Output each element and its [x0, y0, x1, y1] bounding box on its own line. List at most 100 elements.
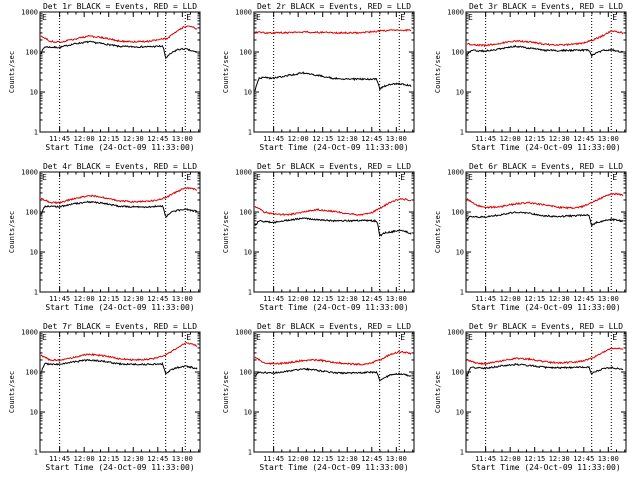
x-tick-label: 13:00 — [598, 295, 619, 303]
x-tick-label: 12:45 — [573, 295, 594, 303]
chart-title: Det 9r BLACK = Events, RED = LLD — [469, 322, 623, 331]
plot-frame — [465, 171, 627, 293]
x-tick-label: 11:45 — [475, 455, 496, 463]
series-events-line — [40, 40, 198, 60]
x-tick-label: 12:30 — [337, 455, 358, 463]
y-axis-label: Counts/sec — [8, 51, 16, 93]
series-events-line — [466, 211, 624, 227]
corner-mark: E — [400, 13, 405, 22]
x-tick-label: 12:00 — [500, 295, 521, 303]
y-tick-label: 100 — [25, 209, 38, 217]
y-tick-label: 1 — [34, 289, 38, 297]
x-tick-label: 12:15 — [524, 455, 545, 463]
x-tick-label: 12:30 — [549, 135, 570, 143]
y-axis-label: Counts/sec — [8, 371, 16, 413]
x-axis-label: Start Time (24-Oct-09 11:33:00) — [471, 143, 620, 152]
y-tick-label: 1 — [34, 129, 38, 137]
series-lld-line — [254, 197, 412, 217]
y-tick-label: 10 — [30, 409, 38, 417]
chart-title: Det 3r BLACK = Events, RED = LLD — [469, 2, 623, 11]
y-tick-label: 10 — [30, 249, 38, 257]
x-axis-label: Start Time (24-Oct-09 11:33:00) — [259, 143, 408, 152]
plot-frame — [465, 331, 627, 453]
x-tick-label: 11:45 — [475, 295, 496, 303]
x-tick-label: 13:00 — [598, 135, 619, 143]
y-tick-label: 10 — [244, 249, 252, 257]
x-tick-label: 13:00 — [172, 135, 193, 143]
corner-mark: E — [612, 333, 617, 342]
y-tick-label: 100 — [451, 369, 464, 377]
corner-mark: E — [256, 333, 261, 342]
x-axis-label: Start Time (24-Oct-09 11:33:00) — [259, 463, 408, 472]
y-tick-label: 10 — [30, 89, 38, 97]
plot-frame — [253, 171, 415, 293]
series-events-line — [466, 44, 624, 58]
series-events-line — [466, 362, 624, 377]
x-tick-label: 12:15 — [98, 455, 119, 463]
x-axis-label: Start Time (24-Oct-09 11:33:00) — [471, 303, 620, 312]
x-tick-label: 12:30 — [337, 135, 358, 143]
y-tick-label: 1000 — [21, 329, 38, 337]
y-tick-label: 100 — [25, 369, 38, 377]
x-tick-label: 11:45 — [475, 135, 496, 143]
x-tick-label: 12:45 — [147, 455, 168, 463]
corner-mark: E — [468, 13, 473, 22]
x-axis-label: Start Time (24-Oct-09 11:33:00) — [45, 303, 194, 312]
x-tick-label: 11:45 — [263, 295, 284, 303]
panel-9: Det 9r BLACK = Events, RED = LLD 1 10 100 10… — [434, 322, 627, 472]
y-axis-label: Counts/sec — [222, 211, 230, 253]
y-axis-label: Counts/sec — [434, 51, 442, 93]
series-events-line — [40, 358, 198, 375]
x-tick-label: 11:45 — [49, 455, 70, 463]
plot-frame — [39, 11, 201, 133]
y-tick-label: 1 — [248, 289, 252, 297]
x-tick-label: 12:15 — [312, 295, 333, 303]
y-tick-label: 10 — [456, 249, 464, 257]
panel-7: Det 7r BLACK = Events, RED = LLD 1 10 100 10… — [8, 322, 201, 472]
corner-mark: E — [468, 173, 473, 182]
chart-title: Det 6r BLACK = Events, RED = LLD — [469, 162, 623, 171]
corner-mark: E — [42, 13, 47, 22]
x-tick-label: 12:15 — [312, 455, 333, 463]
x-tick-label: 12:00 — [74, 295, 95, 303]
corner-mark: E — [186, 13, 191, 22]
y-axis-label: Counts/sec — [434, 211, 442, 253]
x-tick-label: 13:00 — [386, 295, 407, 303]
plot-frame — [465, 11, 627, 133]
x-tick-label: 12:15 — [524, 295, 545, 303]
x-tick-label: 12:30 — [123, 455, 144, 463]
x-tick-label: 12:45 — [361, 135, 382, 143]
x-tick-label: 12:00 — [74, 135, 95, 143]
corner-mark: E — [186, 333, 191, 342]
x-tick-label: 12:30 — [123, 135, 144, 143]
y-tick-label: 1000 — [235, 169, 252, 177]
y-axis-label: Counts/sec — [434, 371, 442, 413]
y-tick-label: 100 — [239, 49, 252, 57]
x-tick-label: 12:15 — [524, 135, 545, 143]
x-tick-label: 11:45 — [263, 135, 284, 143]
x-tick-label: 12:30 — [337, 295, 358, 303]
corner-mark: E — [612, 13, 617, 22]
corner-mark: E — [400, 333, 405, 342]
x-tick-label: 12:00 — [288, 455, 309, 463]
corner-mark: E — [256, 13, 261, 22]
x-tick-label: 12:30 — [123, 295, 144, 303]
x-tick-label: 12:45 — [573, 455, 594, 463]
y-tick-label: 1000 — [21, 9, 38, 17]
y-tick-label: 100 — [451, 49, 464, 57]
panel-2: Det 2r BLACK = Events, RED = LLD 1 10 100 10… — [222, 2, 415, 152]
x-tick-label: 12:00 — [74, 455, 95, 463]
x-tick-label: 12:30 — [549, 295, 570, 303]
corner-mark: E — [468, 333, 473, 342]
series-lld-line — [254, 28, 412, 35]
series-lld-line — [40, 342, 198, 362]
x-tick-label: 12:00 — [288, 295, 309, 303]
panel-5: Det 5r BLACK = Events, RED = LLD 1 10 100 10… — [222, 162, 415, 312]
x-tick-label: 12:00 — [500, 135, 521, 143]
y-axis-label: Counts/sec — [222, 371, 230, 413]
x-tick-label: 13:00 — [386, 455, 407, 463]
x-tick-label: 11:45 — [49, 135, 70, 143]
x-tick-label: 12:00 — [500, 455, 521, 463]
corner-mark: E — [42, 173, 47, 182]
